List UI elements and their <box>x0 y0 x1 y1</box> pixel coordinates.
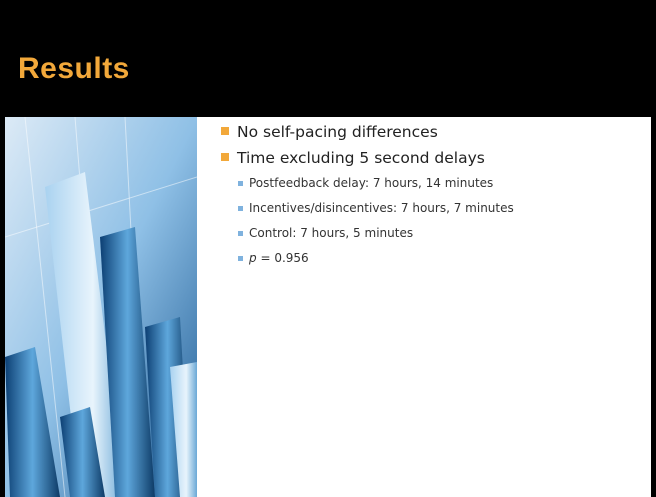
sub-bullet: p = 0.956 <box>218 246 514 271</box>
bullet: Time excluding 5 second delays <box>218 145 514 171</box>
slide-title: Results <box>18 52 130 86</box>
sub-bullet: Control: 7 hours, 5 minutes <box>218 221 514 246</box>
decorative-image <box>5 117 197 497</box>
sub-bullet: Incentives/disincentives: 7 hours, 7 min… <box>218 196 514 221</box>
sub-bullet: Postfeedback delay: 7 hours, 14 minutes <box>218 171 514 196</box>
value-text: = 0.956 <box>260 251 308 265</box>
variable: p <box>249 251 257 265</box>
slide: Results No <box>0 0 656 497</box>
bullet: No self-pacing differences <box>218 119 514 145</box>
